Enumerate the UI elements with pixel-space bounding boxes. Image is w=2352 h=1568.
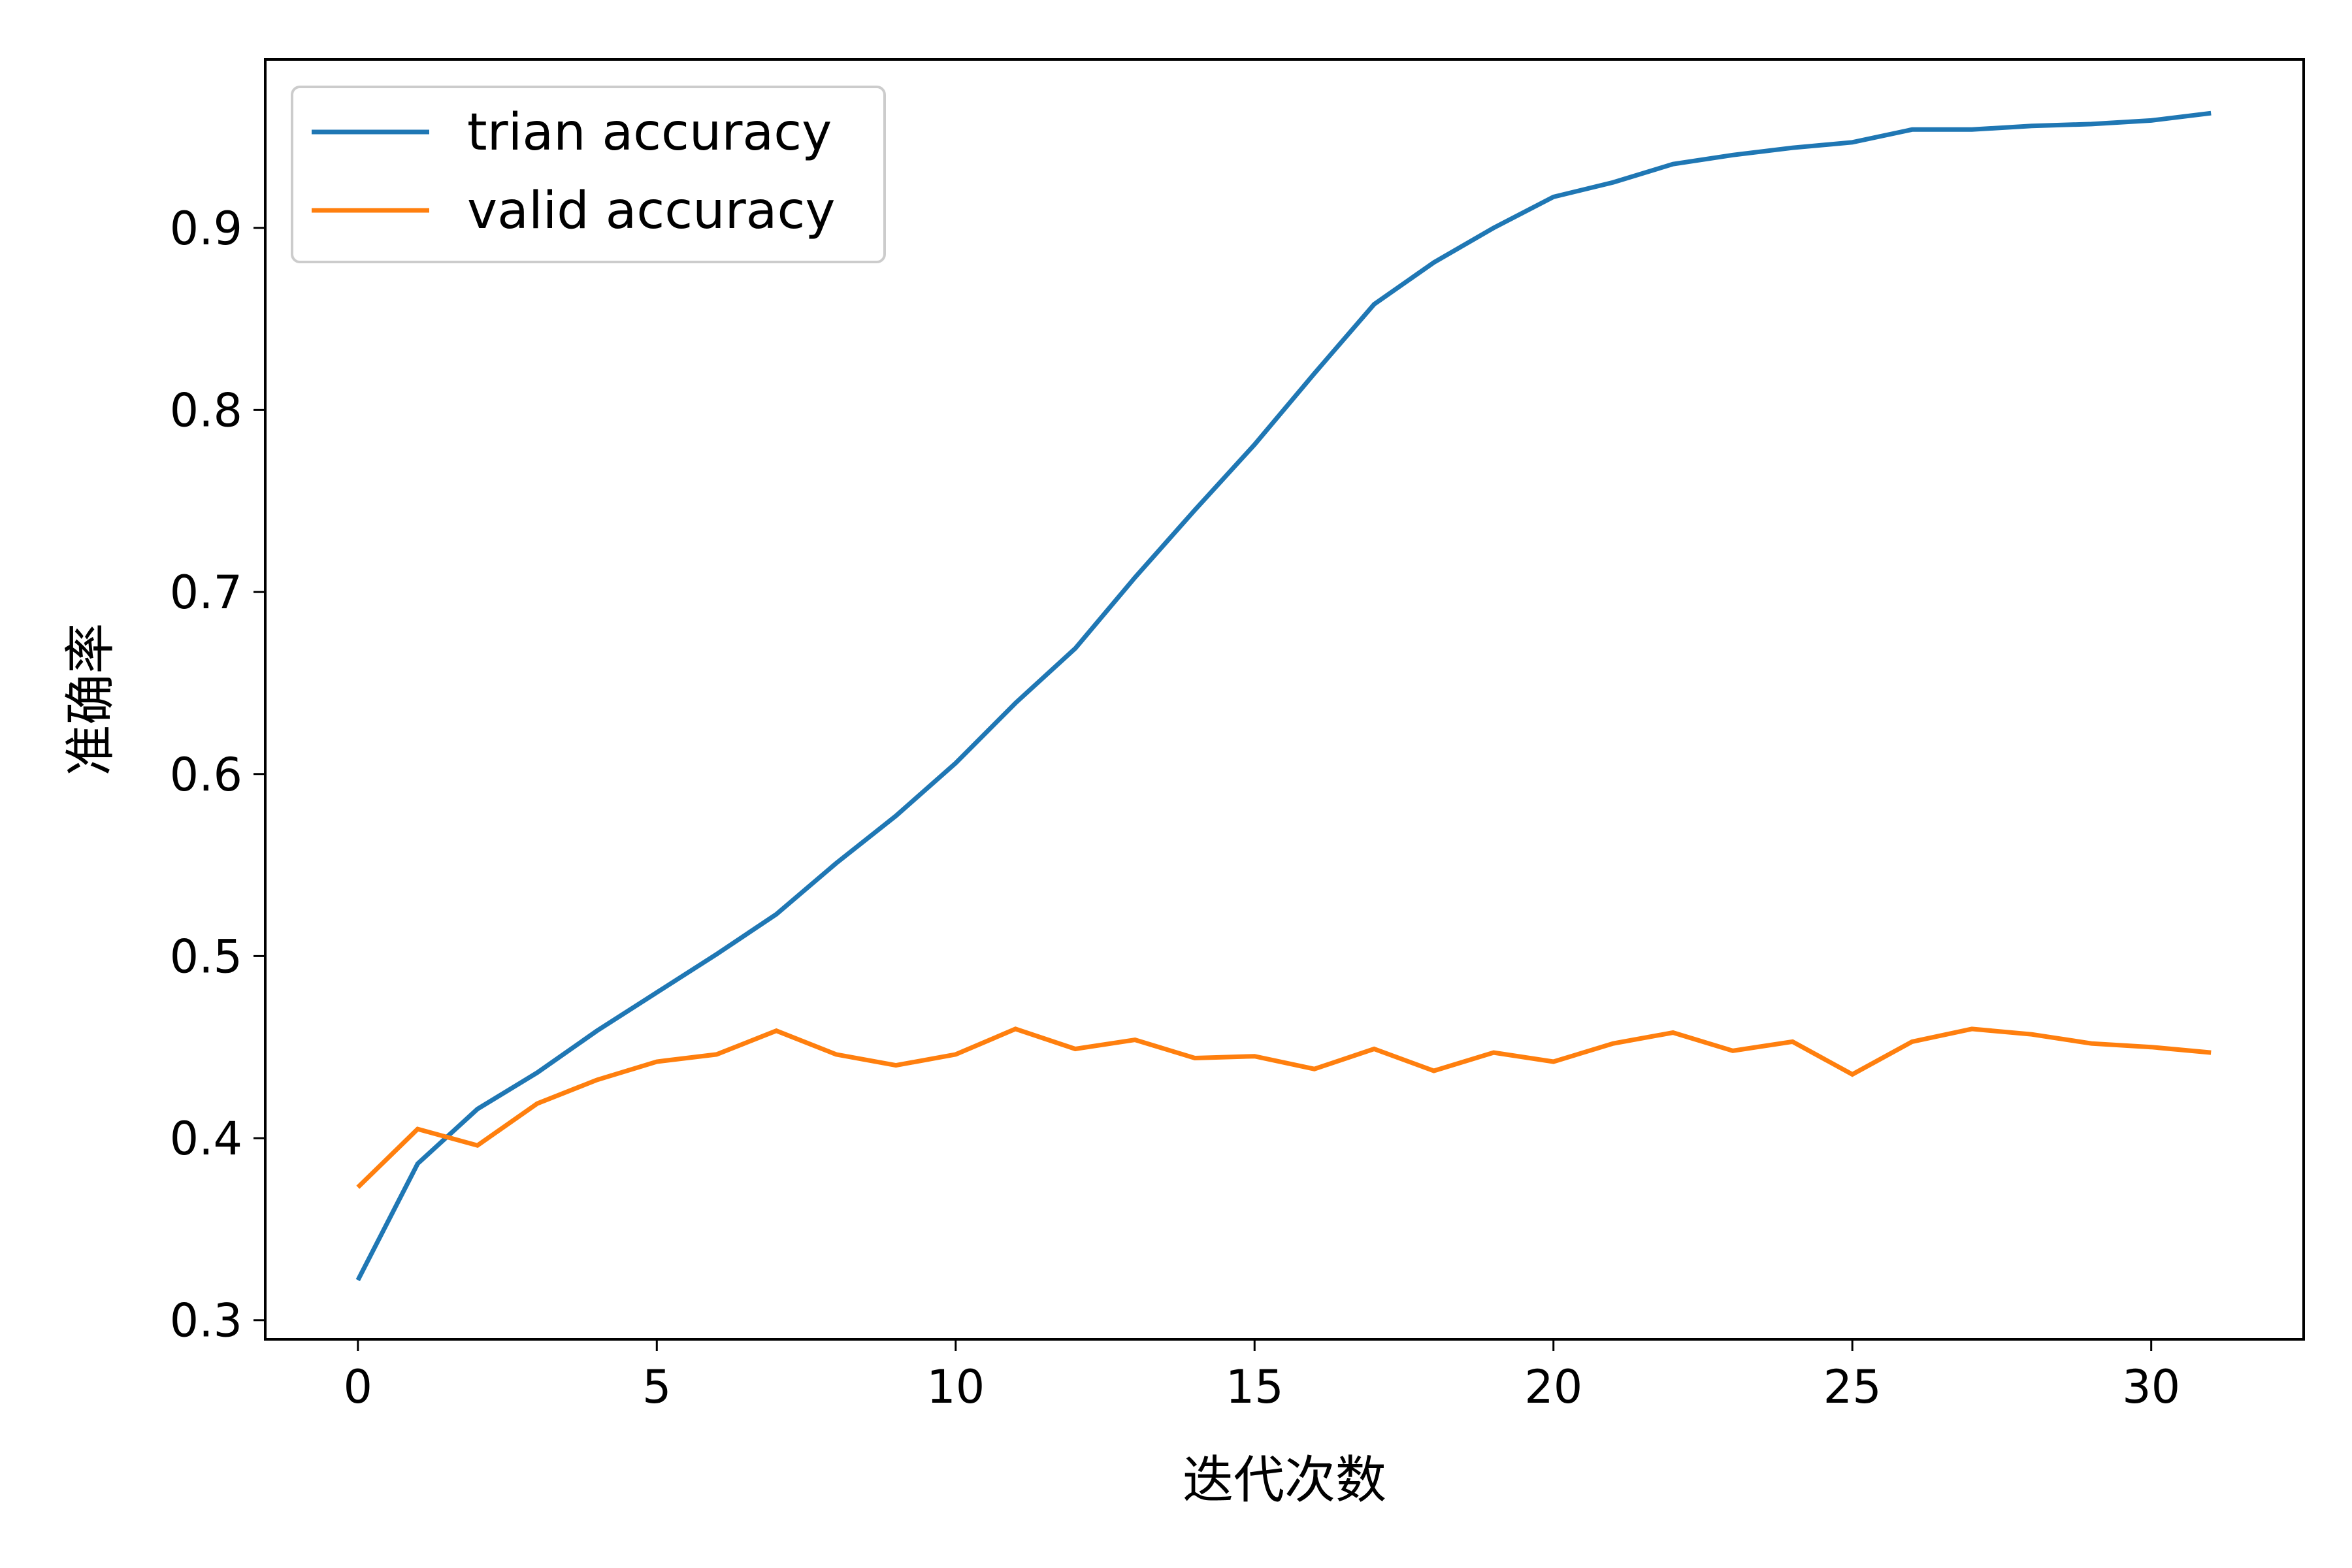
y-tick-label: 0.4 xyxy=(170,1112,242,1166)
x-tick-label: 15 xyxy=(1226,1360,1284,1414)
legend-box xyxy=(291,86,886,263)
axes-frame xyxy=(264,58,2305,1341)
legend-label-1: trian accuracy xyxy=(467,103,832,162)
series-line-2 xyxy=(356,1026,2212,1189)
y-tick-label: 0.5 xyxy=(170,930,242,983)
y-tick-label: 0.6 xyxy=(170,748,242,802)
y-tick-label: 0.7 xyxy=(170,566,242,619)
x-tick-label: 0 xyxy=(344,1360,373,1414)
x-tick-label: 30 xyxy=(2122,1360,2180,1414)
legend-label-2: valid accuracy xyxy=(467,182,836,240)
y-tick-label: 0.3 xyxy=(170,1294,242,1348)
plot-area xyxy=(355,110,2212,1281)
x-tick-label: 25 xyxy=(1823,1360,1882,1414)
y-axis-label: 准确率 xyxy=(61,623,120,776)
y-tick-label: 0.9 xyxy=(170,202,242,255)
legend: trian accuracy valid accuracy xyxy=(291,86,886,263)
x-axis-label: 迭代次数 xyxy=(1183,1451,1386,1510)
x-tick-label: 10 xyxy=(926,1360,985,1414)
series-line-1 xyxy=(355,110,2212,1281)
x-tick-label: 5 xyxy=(642,1360,672,1414)
y-tick-label: 0.8 xyxy=(170,384,242,437)
x-tick-label: 20 xyxy=(1524,1360,1582,1414)
axis-ticks: 0 5 10 15 20 25 30 0.3 0.4 0.5 0.6 0.7 0.8 0.9 xyxy=(170,202,2181,1414)
